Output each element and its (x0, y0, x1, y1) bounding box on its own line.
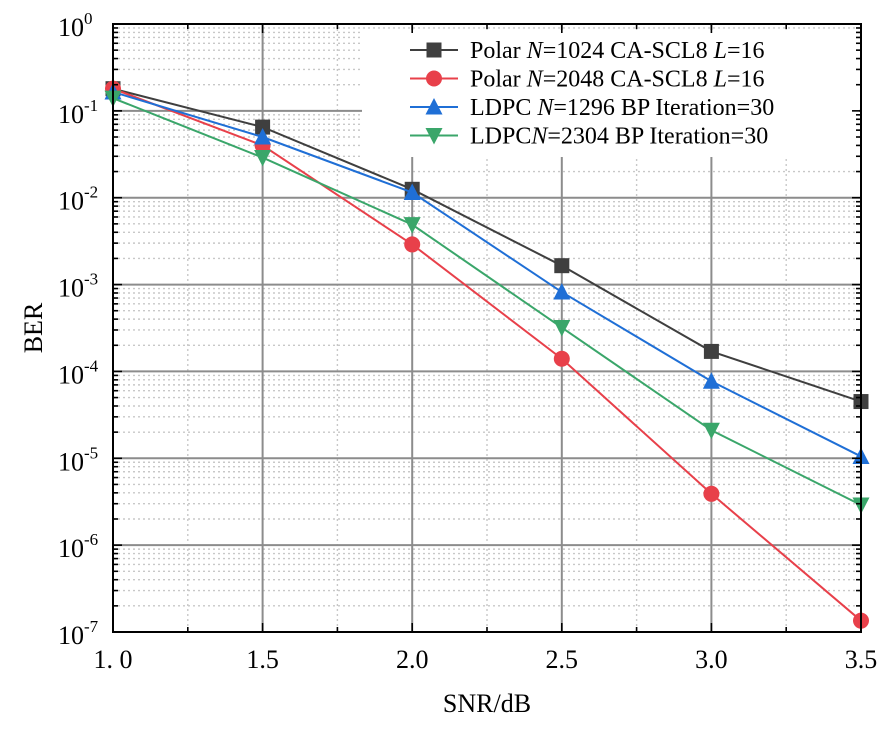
series-1-point (554, 258, 570, 274)
legend-marker (426, 70, 442, 87)
series-4 (104, 90, 870, 514)
legend-marker (425, 128, 443, 145)
legend-entry-1: Polar N=1024 CA-SCL8 L=16 (410, 38, 764, 64)
legend-label: LDPC N=1296 BP Iteration=30 (470, 95, 774, 121)
x-tick-label: 1.5 (246, 645, 279, 674)
series-2-point (703, 485, 720, 502)
series-line-1 (112, 87, 862, 403)
x-tick-label: 2.5 (546, 645, 579, 674)
y-tick-label: 100 (58, 9, 93, 42)
legend-entry-2: Polar N=2048 CA-SCL8 L=16 (410, 67, 764, 93)
x-tick-label: 1. 0 (94, 645, 133, 674)
x-tick-label: 2.0 (396, 645, 429, 674)
legend-marker (425, 98, 443, 115)
series-3-point (403, 183, 421, 200)
series-4-point (702, 422, 720, 440)
y-tick-label: 10-5 (58, 443, 98, 476)
y-tick-label: 10-3 (58, 270, 98, 303)
legend-entry-4: LDPCN=2304 BP Iteration=30 (410, 124, 768, 150)
y-tick-label: 10-2 (58, 183, 98, 216)
series-1-point (703, 343, 719, 359)
x-axis-label: SNR/dB (443, 689, 531, 718)
series-3-point (254, 128, 272, 145)
series-line-2 (112, 87, 862, 622)
x-tick-label: 3.5 (845, 645, 878, 674)
legend-label: Polar N=1024 CA-SCL8 L=16 (470, 38, 764, 64)
legend: Polar N=1024 CA-SCL8 L=16 Polar N=2048 CA… (362, 30, 859, 157)
y-axis-label: BER (19, 302, 48, 353)
y-tick-label: 10-6 (58, 530, 98, 563)
series-4-point (553, 320, 571, 337)
legend-label: Polar N=2048 CA-SCL8 L=16 (470, 67, 764, 93)
series-1-point (255, 119, 271, 135)
series-2-point (404, 236, 421, 253)
series-3-point (553, 283, 571, 300)
y-tick-label: 10-7 (58, 617, 99, 650)
series-3-point (702, 372, 720, 389)
x-tick-label: 3.0 (695, 645, 728, 674)
series-line-3 (112, 91, 862, 458)
y-tick-label: 10-4 (58, 356, 99, 389)
legend-entry-3: LDPC N=1296 BP Iteration=30 (410, 95, 774, 121)
series-line-4 (112, 97, 862, 506)
legend-label: LDPCN=2304 BP Iteration=30 (470, 124, 768, 150)
axes: 1. 0 1.5 2.0 2.5 3.0 3.5 100 10-1 10-2 10-3 10-4 10… (19, 9, 877, 718)
series-4-point (403, 217, 421, 234)
y-tick-label: 10-1 (58, 96, 98, 129)
series-4-point (254, 150, 272, 167)
legend-marker (426, 42, 442, 58)
series-2-point (553, 350, 570, 367)
